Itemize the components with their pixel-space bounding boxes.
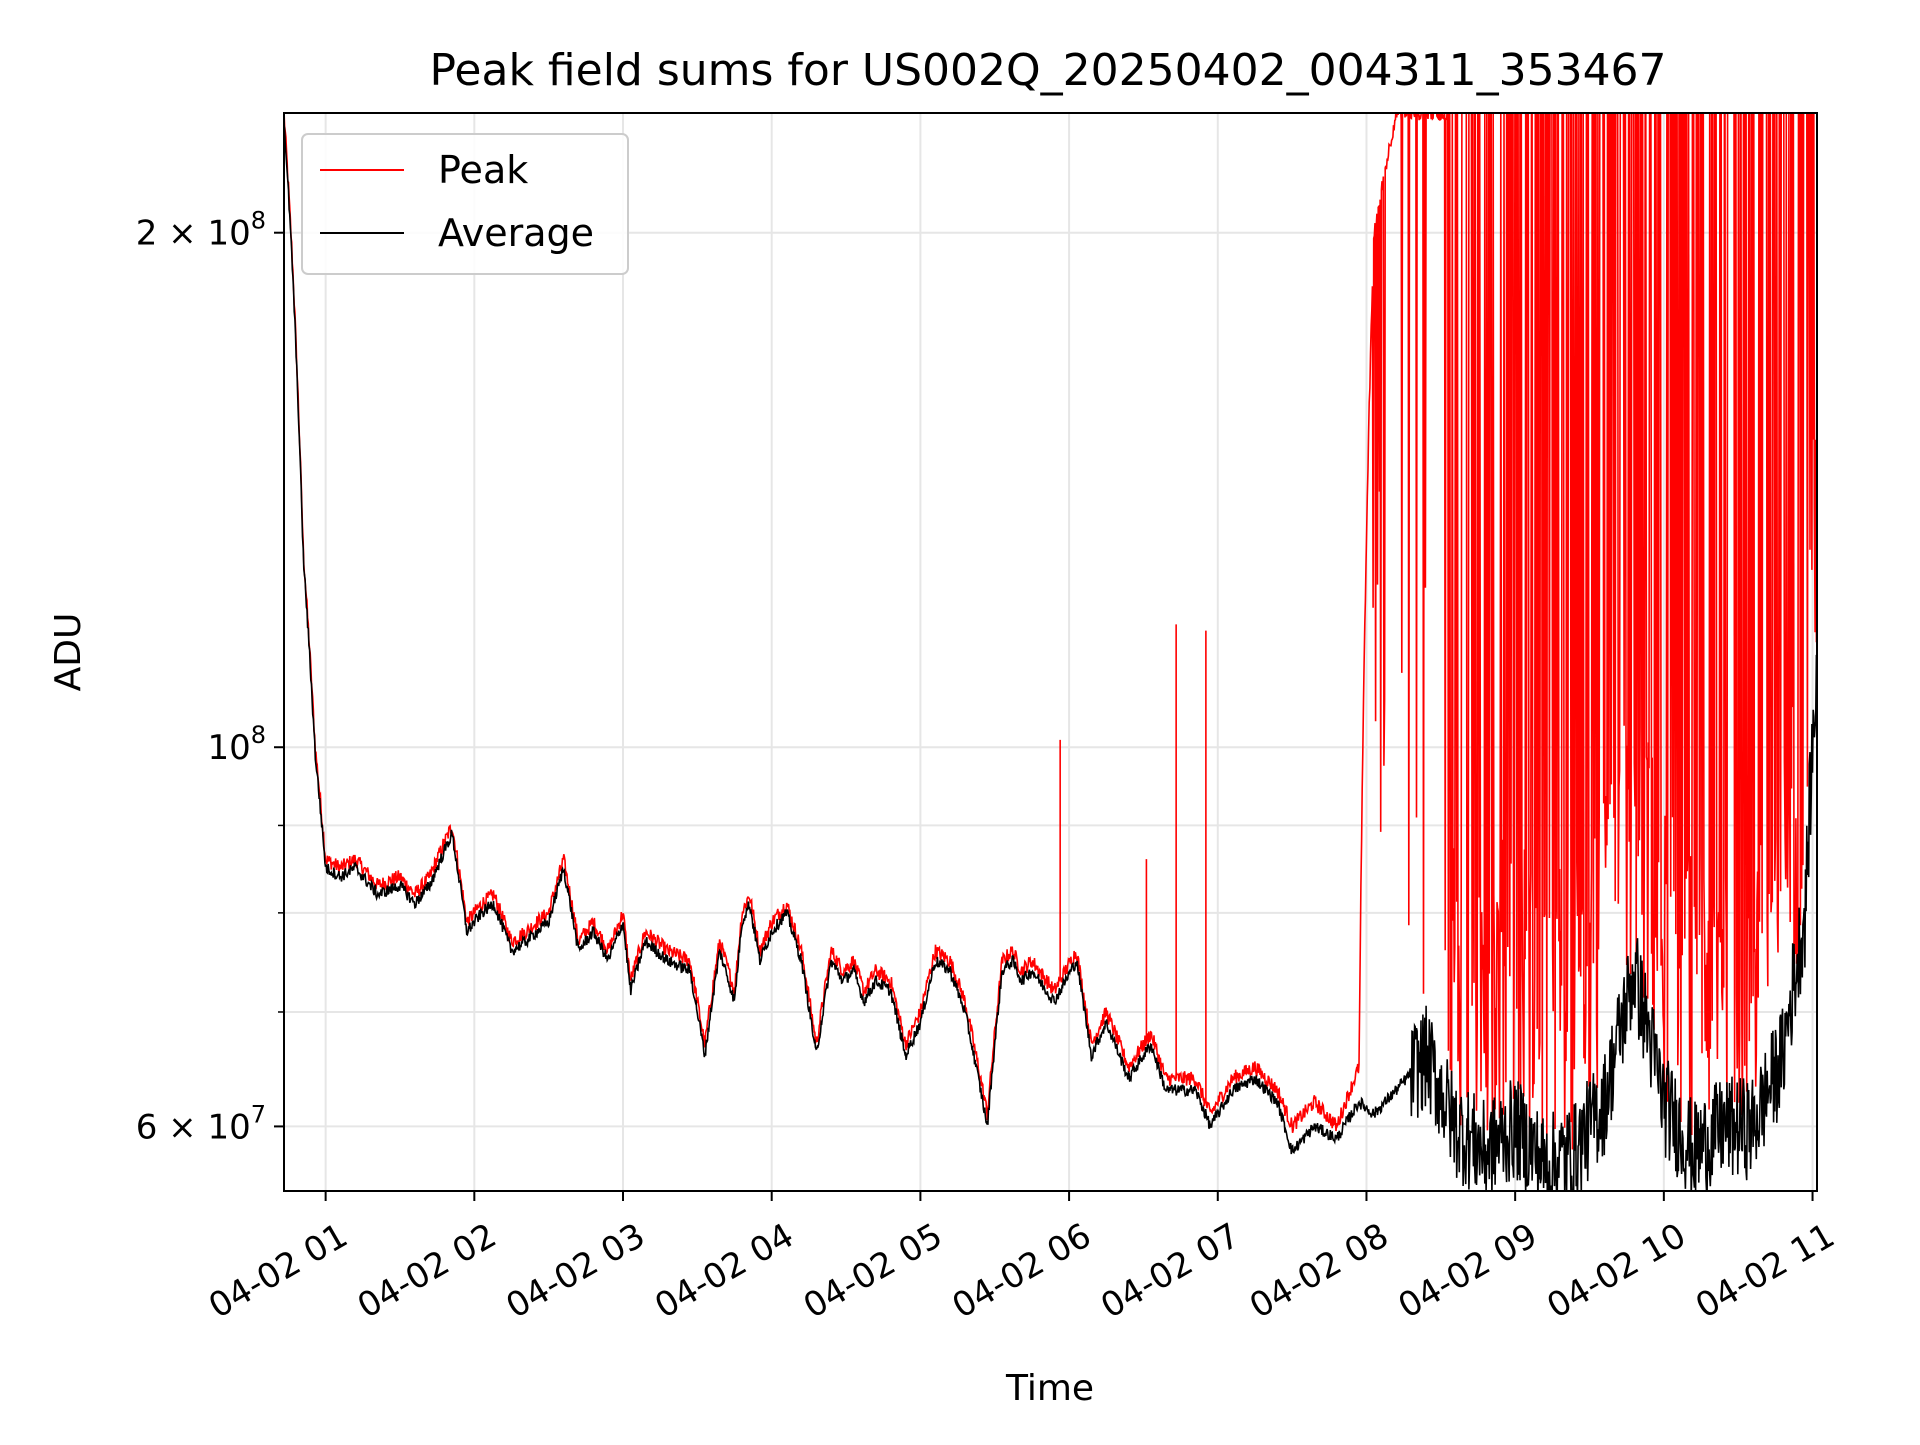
y-axis: 6 × 107 108 2 × 108 <box>136 207 284 1147</box>
y-tick-label: 108 <box>207 721 266 768</box>
x-axis-label: Time <box>1005 1368 1094 1409</box>
plot-frame <box>283 112 1818 1192</box>
y-tick-label: 6 × 107 <box>136 1100 266 1147</box>
series-line-average <box>284 123 1817 1191</box>
chart-title: Peak field sums for US002Q_20250402_0043… <box>429 45 1666 96</box>
y-axis-label: ADU <box>48 613 89 692</box>
series-line-peak <box>284 113 1817 1150</box>
legend-average-label: Average <box>438 211 594 255</box>
legend-peak-label: Peak <box>438 148 528 192</box>
plot-area <box>284 113 1817 1191</box>
y-tick-label: 2 × 108 <box>136 207 266 254</box>
legend: Peak Average <box>301 133 629 275</box>
